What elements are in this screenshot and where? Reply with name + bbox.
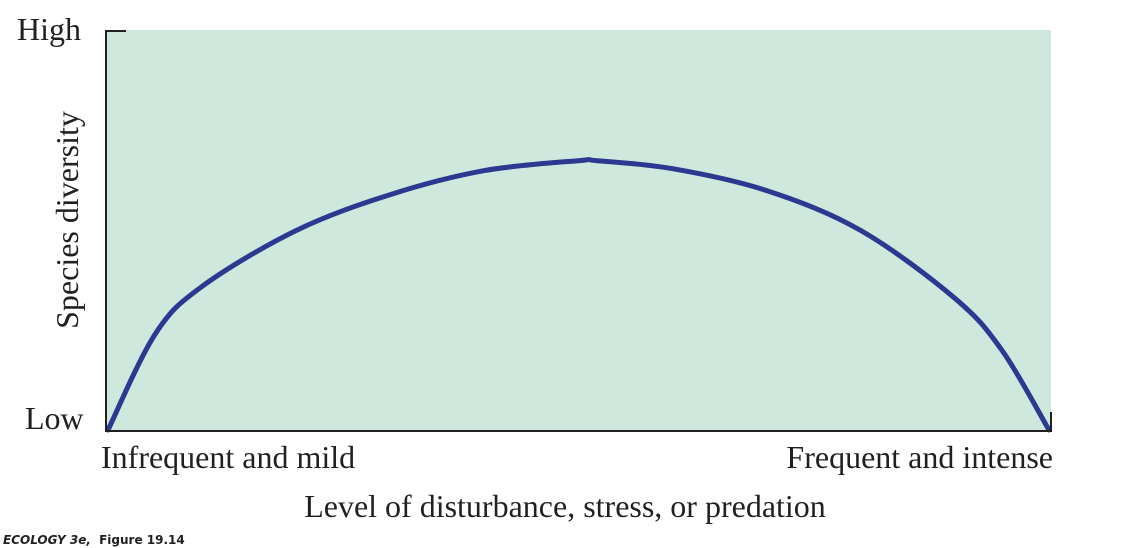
y-axis-label: Species diversity (49, 111, 85, 329)
x-tick-label-left: Infrequent and mild (101, 439, 355, 475)
figure-credit: ECOLOGY 3e, Figure 19.14 (3, 533, 185, 547)
figure-credit-title: ECOLOGY 3e, (3, 533, 91, 547)
figure-credit-number: Figure 19.14 (99, 533, 185, 547)
y-tick-label-high: High (17, 11, 81, 47)
diversity-curve (105, 157, 1052, 433)
y-tick-label-low: Low (25, 400, 84, 436)
x-tick-label-right: Frequent and intense (786, 439, 1053, 475)
x-axis-label: Level of disturbance, stress, or predati… (304, 488, 826, 524)
plot-background (106, 30, 1051, 430)
